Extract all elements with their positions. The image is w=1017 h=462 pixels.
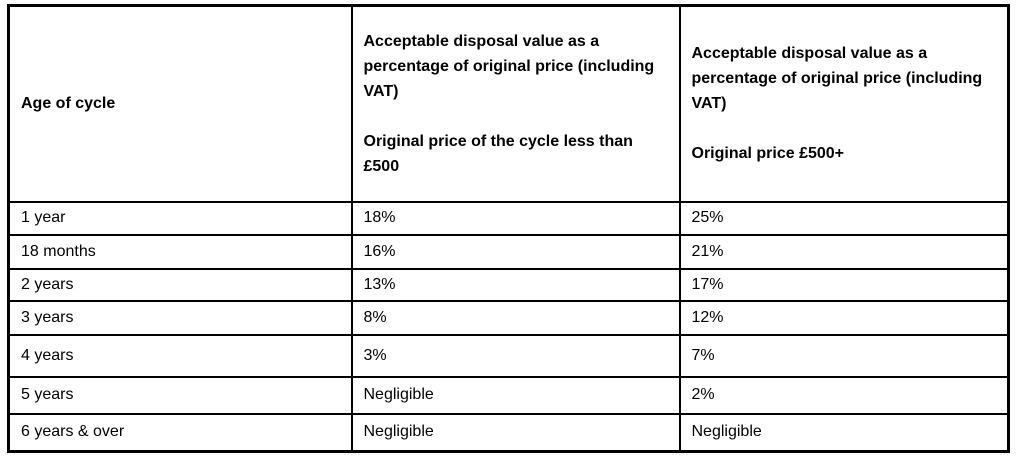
column-header-under-500-subtitle: Original price of the cycle less than £5… bbox=[363, 132, 633, 175]
under-500-cell: Negligible bbox=[350, 375, 681, 415]
column-header-over-500-title: Acceptable disposal value as a percentag… bbox=[691, 45, 983, 113]
column-header-over-500-subtitle: Original price £500+ bbox=[691, 145, 845, 163]
under-500-cell: 8% bbox=[350, 299, 681, 336]
age-cell: 2 years bbox=[7, 267, 353, 302]
over-500-cell: 25% bbox=[678, 200, 1010, 236]
table-row: 4 years 3% 7% bbox=[7, 333, 1010, 378]
under-500-cell: 18% bbox=[350, 200, 681, 236]
over-500-cell: Negligible bbox=[678, 412, 1010, 453]
age-cell: 1 year bbox=[7, 200, 353, 236]
over-500-cell: 12% bbox=[678, 299, 1010, 336]
table-row: 3 years 8% 12% bbox=[7, 299, 1010, 336]
under-500-cell: 3% bbox=[350, 333, 681, 378]
over-500-cell: 17% bbox=[678, 267, 1010, 302]
table-row: 1 year 18% 25% bbox=[7, 200, 1010, 236]
table-row: 2 years 13% 17% bbox=[7, 267, 1010, 302]
under-500-cell: 13% bbox=[350, 267, 681, 302]
column-header-over-500: Acceptable disposal value as a percentag… bbox=[678, 4, 1010, 203]
column-header-age-label: Age of cycle bbox=[21, 95, 116, 113]
table-row: 5 years Negligible 2% bbox=[7, 375, 1010, 415]
over-500-cell: 21% bbox=[678, 233, 1010, 270]
disposal-value-table: Age of cycle Acceptable disposal value a… bbox=[7, 4, 1010, 453]
column-header-under-500-title: Acceptable disposal value as a percentag… bbox=[363, 32, 655, 100]
over-500-cell: 2% bbox=[678, 375, 1010, 415]
table-row: 18 months 16% 21% bbox=[7, 233, 1010, 270]
age-cell: 5 years bbox=[7, 375, 353, 415]
under-500-cell: Negligible bbox=[350, 412, 681, 453]
table-header-row: Age of cycle Acceptable disposal value a… bbox=[7, 4, 1010, 203]
column-header-under-500: Acceptable disposal value as a percentag… bbox=[350, 4, 681, 203]
age-cell: 4 years bbox=[7, 333, 353, 378]
table-row: 6 years & over Negligible Negligible bbox=[7, 412, 1010, 453]
age-cell: 6 years & over bbox=[7, 412, 353, 453]
age-cell: 18 months bbox=[7, 233, 353, 270]
under-500-cell: 16% bbox=[350, 233, 681, 270]
column-header-age: Age of cycle bbox=[7, 4, 353, 203]
over-500-cell: 7% bbox=[678, 333, 1010, 378]
age-cell: 3 years bbox=[7, 299, 353, 336]
